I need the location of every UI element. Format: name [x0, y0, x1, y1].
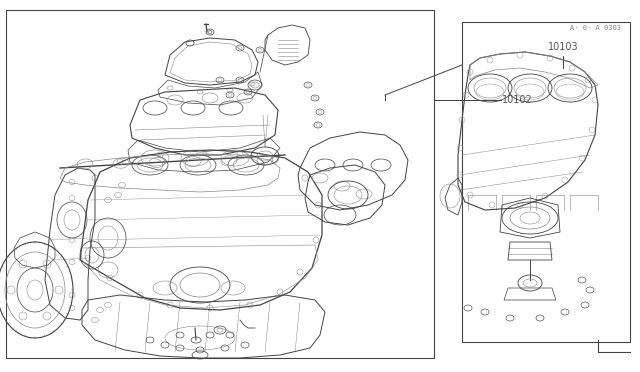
Text: A· 0· A 0303: A· 0· A 0303 — [570, 25, 621, 31]
Bar — [6, 10, 434, 358]
Bar — [462, 22, 630, 342]
Text: 10103: 10103 — [548, 42, 579, 52]
Text: 10102: 10102 — [502, 95, 532, 105]
